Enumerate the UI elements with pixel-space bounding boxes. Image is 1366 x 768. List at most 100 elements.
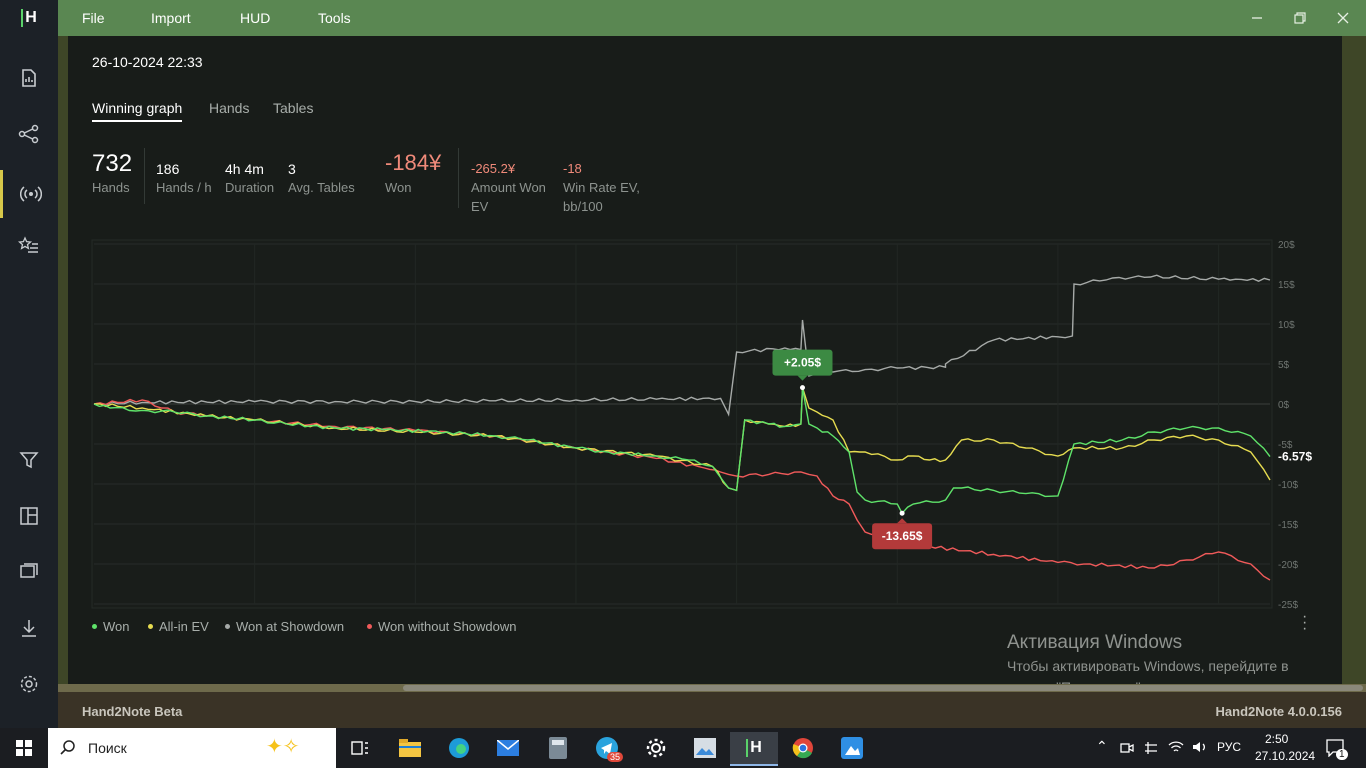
stat-amount-won-ev-label: Amount Won EV [471,180,546,214]
y-tick-label: -20$ [1278,560,1298,571]
y-tick-label: -5$ [1278,440,1293,451]
menu-bar: File Import HUD Tools [58,0,1366,36]
y-tick-label: 15$ [1278,280,1295,291]
y-tick-label: 20$ [1278,240,1295,251]
restore-icon[interactable] [1288,6,1312,30]
stat-avg-tables-label: Avg. Tables [288,180,355,195]
tray-chevron-up-icon[interactable]: ⌃ [1096,738,1108,754]
y-tick-label: 0$ [1278,400,1290,411]
annotation-marker [799,385,805,391]
menu-import[interactable]: Import [151,10,191,26]
reports-icon[interactable] [0,58,58,98]
clock-date[interactable]: 27.10.2024 [1255,749,1316,763]
layout-icon[interactable] [0,496,58,536]
stat-win-rate-ev-value: -18 [563,161,582,176]
session-panel: 26-10-2024 22:33 Winning graph Hands Tab… [68,36,1342,695]
series-line-won-at-showdown [93,274,1271,417]
search-icon [60,740,75,755]
y-tick-label: 10$ [1278,320,1295,331]
stat-duration-value: 4h 4m [225,161,264,177]
wifi-icon[interactable] [1168,740,1184,754]
settings-gear-icon[interactable] [0,664,58,704]
tray-meet-icon[interactable] [1120,741,1134,755]
sparkle-icon: ✦✧ [266,736,300,758]
annotation-label: +2.05$ [784,356,821,370]
edge-browser-icon[interactable] [439,732,479,764]
annotation-label: -13.65$ [882,529,923,543]
series-line-won [93,387,1271,515]
stat-duration-label: Duration [225,180,275,195]
beta-label: Hand2Note Beta [82,704,183,719]
windows-taskbar: Поиск ✦✧ 35 H ⌃ РУС 2:50 27.10.2024 1 [0,728,1366,768]
end-value-label: -6.57$ [1278,450,1312,464]
annotation-tooltip [872,523,933,550]
legend-no-showdown[interactable]: Won without Showdown [367,619,517,634]
share-icon[interactable] [0,114,58,154]
tab-winning-graph[interactable]: Winning graph [92,100,183,122]
task-view-icon[interactable] [340,732,380,764]
search-placeholder: Поиск [88,740,127,756]
stat-divider [144,148,145,204]
starred-list-icon[interactable] [0,226,58,266]
notification-count: 1 [1336,749,1348,760]
tab-hands[interactable]: Hands [209,100,250,116]
scrollbar-thumb[interactable] [403,685,1363,691]
app-logo-letter: H [21,9,37,27]
y-tick-label: -10$ [1278,480,1298,491]
stat-hands-label: Hands [92,180,130,195]
horizontal-scrollbar[interactable] [58,684,1366,692]
annotation-pointer [897,518,908,524]
speaker-icon[interactable] [1192,740,1208,754]
stat-hands-per-hour-label: Hands / h [156,180,212,195]
annotation-tooltip [772,349,833,376]
hand2note-logo-letter: H [746,739,762,757]
tray-input-icon[interactable] [1144,741,1158,755]
legend-showdown-label: Won at Showdown [236,619,345,634]
stat-win-rate-ev-label: Win Rate EV, bb/100 [563,180,640,214]
windows-icon[interactable] [0,552,58,592]
legend-allin-ev-dot [148,624,153,629]
legend-allin-ev-label: All-in EV [159,619,209,634]
telegram-icon[interactable]: 35 [587,732,627,764]
notifications-icon[interactable] [1326,739,1344,757]
chrome-icon[interactable] [783,732,823,764]
paint-app-icon[interactable] [832,732,872,764]
mail-icon[interactable] [488,732,528,764]
live-sessions-icon[interactable] [0,170,58,218]
more-options-icon[interactable]: · · · [1302,608,1308,637]
clock-time[interactable]: 2:50 [1265,732,1289,746]
stat-amount-won-ev-value: -265.2¥ [471,161,516,176]
y-tick-label: -25$ [1278,600,1298,611]
annotation-marker [899,510,905,516]
minimize-icon[interactable] [1245,6,1269,30]
close-icon[interactable] [1331,6,1355,30]
app-logo[interactable]: H [0,0,58,36]
menu-hud[interactable]: HUD [240,10,271,26]
taskbar-search-box[interactable]: Поиск ✦✧ [48,728,336,768]
file-explorer-icon[interactable] [390,732,430,764]
status-bar: Hand2Note Beta Hand2Note 4.0.0.156 [58,692,1366,728]
annotation-pointer [797,375,808,381]
menu-tools[interactable]: Tools [318,10,351,26]
menu-file[interactable]: File [82,10,105,26]
settings-icon[interactable] [636,732,676,764]
legend-won-dot [92,624,97,629]
legend-showdown[interactable]: Won at Showdown [225,619,344,634]
stat-won-value: -184¥ [385,150,442,175]
stat-won-label: Won [385,180,412,195]
session-datetime: 26-10-2024 22:33 [92,54,203,70]
filter-icon[interactable] [0,440,58,480]
chart-plot-area [91,239,1273,609]
version-label: Hand2Note 4.0.0.156 [1215,704,1342,719]
legend-allin-ev[interactable]: All-in EV [148,619,209,634]
language-indicator[interactable]: РУС [1217,740,1242,754]
start-windows-icon[interactable] [4,732,44,764]
download-icon[interactable] [0,608,58,648]
hand2note-taskbar-icon[interactable]: H [730,732,778,766]
photo-viewer-icon[interactable] [685,732,725,764]
stat-divider [458,148,459,208]
calculator-icon[interactable] [538,732,578,764]
left-rail: H [0,0,58,728]
legend-won[interactable]: Won [92,619,130,634]
tab-tables[interactable]: Tables [273,100,314,116]
